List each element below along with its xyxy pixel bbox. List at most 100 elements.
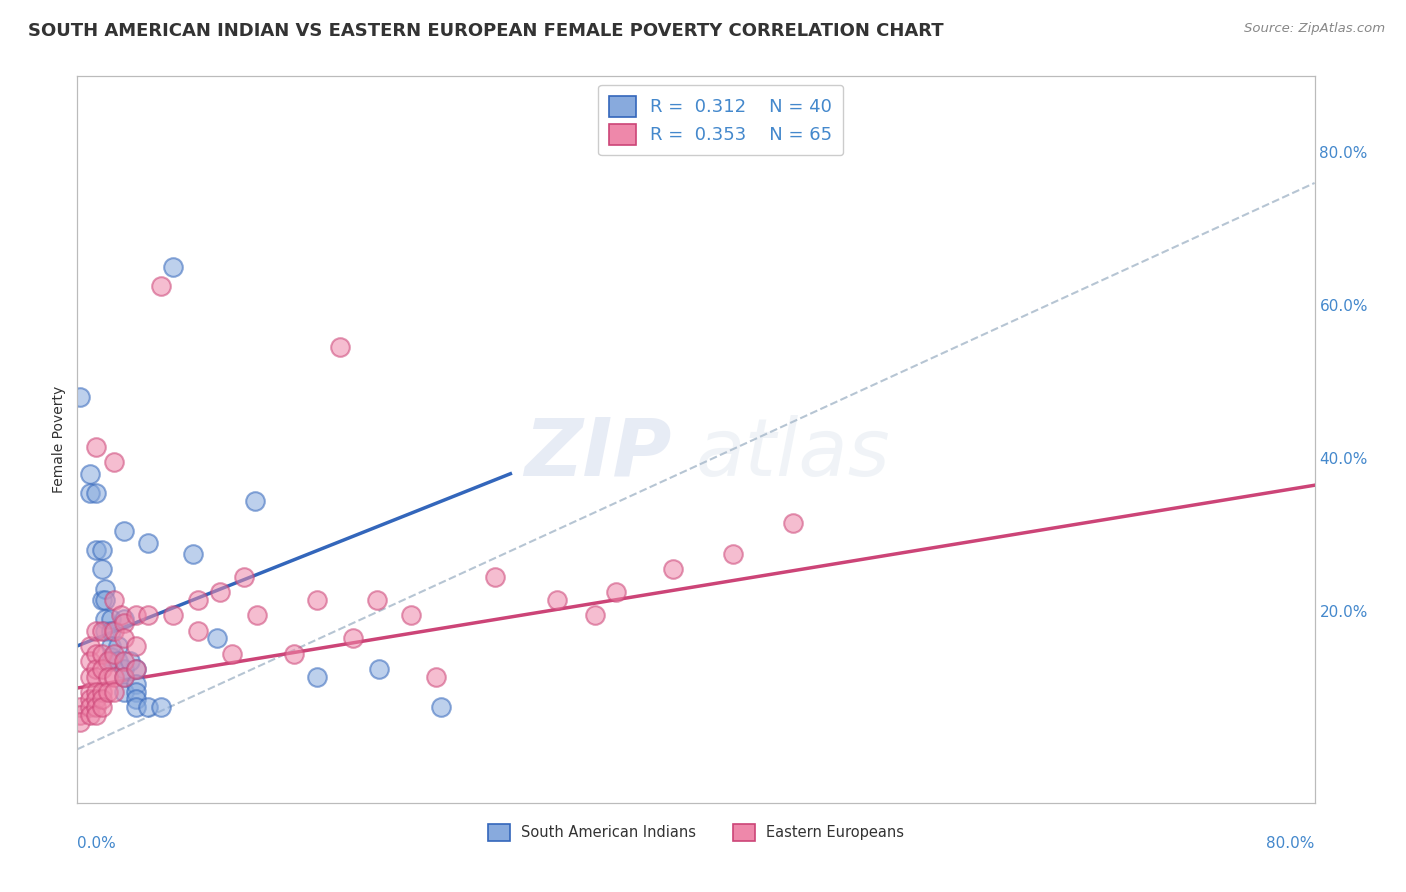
Point: [112, 632, 135, 646]
Point: [187, 624, 209, 638]
Point: [307, 593, 329, 607]
Point: [103, 455, 125, 469]
Point: [782, 516, 804, 531]
Point: [585, 608, 607, 623]
Point: [94, 624, 117, 638]
Point: [662, 562, 685, 576]
Text: Source: ZipAtlas.com: Source: ZipAtlas.com: [1244, 22, 1385, 36]
Point: [112, 654, 135, 668]
Point: [162, 608, 184, 623]
Point: [366, 593, 388, 607]
Point: [79, 669, 101, 683]
Point: [205, 632, 228, 646]
Point: [425, 669, 447, 683]
Point: [112, 685, 135, 699]
Point: [69, 707, 91, 722]
Point: [342, 632, 364, 646]
Point: [91, 593, 114, 607]
Point: [138, 700, 160, 714]
Point: [125, 662, 148, 676]
Point: [112, 524, 135, 538]
Point: [84, 692, 107, 706]
Point: [100, 612, 122, 626]
Y-axis label: Female Poverty: Female Poverty: [52, 385, 66, 493]
Point: [91, 647, 114, 661]
Point: [125, 662, 148, 676]
Point: [125, 685, 148, 699]
Point: [84, 707, 107, 722]
Point: [112, 669, 135, 683]
Point: [84, 647, 107, 661]
Legend: South American Indians, Eastern Europeans: South American Indians, Eastern European…: [482, 818, 910, 847]
Point: [94, 593, 117, 607]
Point: [307, 669, 329, 683]
Point: [91, 685, 114, 699]
Point: [84, 624, 107, 638]
Point: [721, 547, 744, 561]
Point: [245, 493, 267, 508]
Point: [94, 582, 117, 596]
Point: [329, 341, 352, 355]
Point: [69, 390, 91, 404]
Point: [162, 260, 184, 274]
Point: [138, 535, 160, 549]
Point: [112, 662, 135, 676]
Point: [100, 654, 122, 668]
Point: [84, 662, 107, 676]
Point: [103, 624, 125, 638]
Point: [187, 593, 209, 607]
Point: [430, 700, 453, 714]
Point: [125, 692, 148, 706]
Point: [79, 692, 101, 706]
Text: atlas: atlas: [696, 415, 891, 493]
Point: [118, 654, 141, 668]
Point: [100, 624, 122, 638]
Point: [246, 608, 269, 623]
Point: [484, 570, 506, 584]
Point: [91, 662, 114, 676]
Point: [125, 608, 148, 623]
Point: [91, 543, 114, 558]
Point: [79, 486, 101, 500]
Point: [112, 669, 135, 683]
Point: [103, 647, 125, 661]
Point: [100, 639, 122, 653]
Point: [84, 700, 107, 714]
Point: [183, 547, 205, 561]
Point: [125, 700, 148, 714]
Point: [84, 669, 107, 683]
Point: [112, 615, 135, 630]
Text: 0.0%: 0.0%: [77, 836, 117, 850]
Point: [91, 562, 114, 576]
Point: [149, 700, 172, 714]
Point: [112, 612, 135, 626]
Point: [103, 685, 125, 699]
Point: [79, 707, 101, 722]
Point: [84, 685, 107, 699]
Point: [107, 654, 129, 668]
Point: [221, 647, 243, 661]
Point: [79, 639, 101, 653]
Point: [401, 608, 423, 623]
Point: [69, 700, 91, 714]
Point: [69, 715, 91, 730]
Text: SOUTH AMERICAN INDIAN VS EASTERN EUROPEAN FEMALE POVERTY CORRELATION CHART: SOUTH AMERICAN INDIAN VS EASTERN EUROPEA…: [28, 22, 943, 40]
Point: [125, 677, 148, 691]
Text: ZIP: ZIP: [524, 415, 671, 493]
Point: [79, 685, 101, 699]
Point: [97, 654, 120, 668]
Point: [84, 543, 107, 558]
Point: [233, 570, 256, 584]
Point: [125, 639, 148, 653]
Point: [91, 692, 114, 706]
Point: [546, 593, 568, 607]
Point: [138, 608, 160, 623]
Point: [283, 647, 305, 661]
Point: [91, 624, 114, 638]
Point: [94, 612, 117, 626]
Point: [103, 593, 125, 607]
Point: [97, 669, 120, 683]
Point: [79, 700, 101, 714]
Point: [79, 467, 101, 481]
Point: [97, 685, 120, 699]
